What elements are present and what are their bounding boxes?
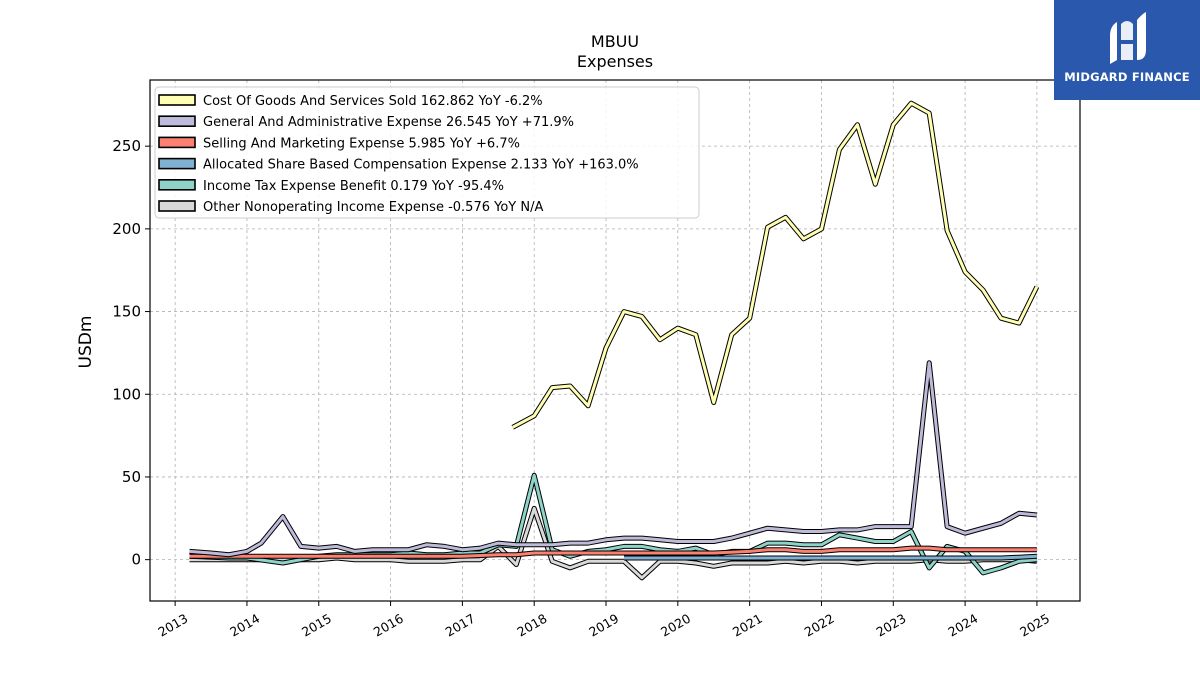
y-tick-label: 200 [112, 220, 141, 238]
plot-frame [149, 79, 1081, 602]
series-line [189, 546, 1037, 558]
legend-swatch [158, 115, 196, 127]
y-tick-label: 100 [112, 385, 141, 403]
legend-entry: Income Tax Expense Benefit 0.179 YoY -95… [203, 179, 504, 194]
chart-title: MBUU [591, 32, 639, 51]
series-line [511, 101, 1039, 429]
legend-box [154, 86, 700, 219]
series-line [624, 554, 1037, 560]
legend-entry: General And Administrative Expense 26.54… [203, 115, 574, 130]
legend-swatch [158, 179, 196, 191]
legend-entry: Selling And Marketing Expense 5.985 YoY … [203, 136, 520, 151]
legend-swatch [158, 136, 196, 149]
series-group [624, 553, 1038, 561]
series-group [189, 505, 1038, 581]
chart-subtitle: Expenses [577, 52, 653, 71]
series-group [189, 360, 1038, 558]
series-group [511, 100, 1040, 430]
series-line [189, 506, 1038, 580]
logo-text: MIDGARD FINANCE [1064, 70, 1190, 84]
y-tick-label: 50 [122, 468, 141, 486]
legend-swatch [158, 94, 196, 106]
legend-entry: Cost Of Goods And Services Sold 162.862 … [203, 94, 543, 109]
midgard-finance-logo: MIDGARD FINANCE [1054, 0, 1200, 100]
y-tick-label: 250 [112, 137, 141, 155]
y-tick-label: 150 [112, 303, 141, 321]
series-group [189, 545, 1037, 559]
legend-swatch [158, 157, 196, 170]
legend-entry: Allocated Share Based Compensation Expen… [203, 158, 639, 173]
series-lines [189, 100, 1040, 581]
series-line [189, 361, 1038, 557]
y-tick-label: 0 [131, 551, 141, 569]
legend-entry: Other Nonoperating Income Expense -0.576… [203, 200, 543, 215]
legend-swatch [158, 200, 196, 212]
legend: Cost Of Goods And Services Sold 162.862 … [154, 86, 700, 219]
y-axis-label: USDm [76, 316, 96, 369]
logo-mark-icon [1110, 12, 1146, 64]
